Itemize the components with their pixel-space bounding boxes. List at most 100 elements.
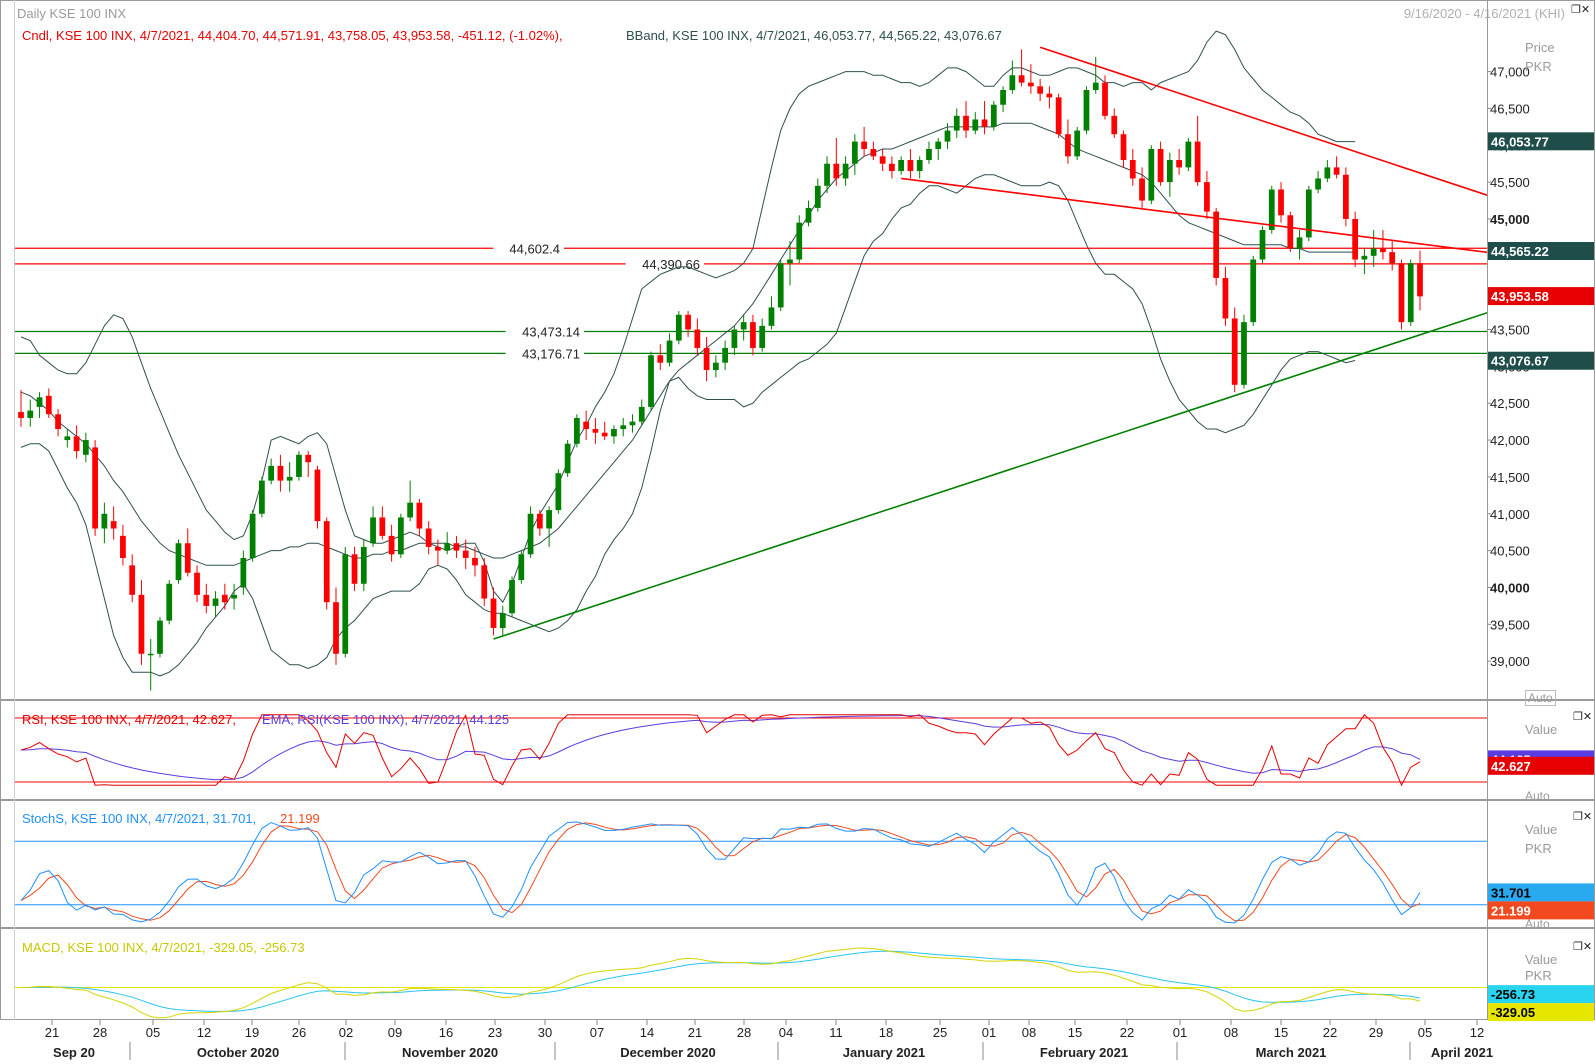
candle-up: [990, 104, 997, 127]
stoch-badge-label: 31.701: [1491, 885, 1531, 900]
candle-up: [768, 307, 775, 326]
candle-down: [1028, 82, 1034, 87]
candle-down: [453, 543, 460, 551]
candle-up: [1250, 259, 1257, 323]
price-axis-title: Price: [1525, 40, 1555, 55]
candle-down: [536, 513, 543, 529]
price-tick-label: 39,500: [1490, 617, 1530, 632]
candle-down: [1287, 215, 1294, 249]
restore-icon[interactable]: ❐: [1571, 4, 1581, 16]
price-tick-label: 40,500: [1490, 544, 1530, 559]
x-tick-label: 01: [1173, 1025, 1187, 1040]
candle-down: [472, 557, 478, 566]
close-icon[interactable]: ✕: [1582, 711, 1593, 723]
x-tick-label: 22: [1323, 1025, 1337, 1040]
restore-icon[interactable]: ❐: [1573, 711, 1583, 723]
candle-down: [1278, 189, 1284, 216]
month-label: January 2021: [843, 1045, 925, 1060]
candle-up: [518, 554, 525, 581]
price-tick-label: 45,500: [1490, 175, 1530, 190]
rsi-auto-button[interactable]: Auto: [1525, 789, 1550, 803]
x-tick-label: 05: [146, 1025, 160, 1040]
candle-up: [842, 163, 849, 179]
price-tick-label: 45,000: [1490, 212, 1530, 227]
x-tick-label: 12: [1470, 1025, 1484, 1040]
candle-up: [1315, 178, 1321, 190]
candle-down: [1417, 263, 1423, 297]
candle-up: [1324, 167, 1331, 179]
candle-up: [722, 347, 729, 363]
x-tick-label: 04: [779, 1025, 793, 1040]
candle-up: [27, 410, 34, 418]
bband-legend: BBand, KSE 100 INX, 4/7/2021, 46,053.77,…: [626, 28, 1002, 43]
price-tick-label: 39,000: [1490, 654, 1530, 669]
x-tick-label: 09: [388, 1025, 402, 1040]
candle-up: [157, 620, 163, 654]
candle-up: [509, 580, 515, 614]
stoch-auto-button[interactable]: Auto: [1525, 917, 1550, 931]
candle-up: [397, 517, 404, 555]
x-tick-label: 15: [1068, 1025, 1082, 1040]
x-tick-label: 23: [488, 1025, 502, 1040]
candle-up: [1361, 255, 1368, 260]
candle-down: [314, 469, 321, 522]
chart-title: Daily KSE 100 INX: [17, 6, 127, 21]
candle-up: [648, 355, 654, 407]
candle-up: [249, 513, 256, 558]
x-tick-label: 22: [1120, 1025, 1134, 1040]
macd-panel-controls[interactable]: ❐✕: [1573, 940, 1592, 953]
x-tick-label: 30: [538, 1025, 552, 1040]
price-badge-label: 46,053.77: [1491, 134, 1549, 149]
candle-up: [1092, 82, 1099, 91]
candle-up: [944, 130, 951, 142]
candle-up: [407, 502, 413, 518]
x-tick-label: 11: [829, 1025, 843, 1040]
candle-down: [1333, 167, 1340, 175]
rsi-legend: RSI, KSE 100 INX, 4/7/2021, 42.627,: [22, 712, 236, 727]
candle-down: [120, 535, 126, 558]
candle-up: [620, 425, 627, 430]
x-tick-label: 28: [737, 1025, 751, 1040]
stoch-panel-controls[interactable]: ❐✕: [1573, 810, 1592, 823]
restore-icon[interactable]: ❐: [1573, 811, 1583, 823]
candle-up: [611, 429, 617, 437]
candle-down: [333, 602, 339, 654]
candle-down: [138, 594, 145, 654]
window-controls[interactable]: ❐✕: [1571, 3, 1590, 16]
stoch-d-legend: 21.199: [280, 811, 320, 826]
candle-down: [184, 543, 191, 573]
x-tick-label: 29: [1369, 1025, 1383, 1040]
candle-up: [259, 480, 265, 514]
candle-down: [1157, 148, 1164, 183]
price-tick-label: 41,500: [1490, 470, 1530, 485]
candle-up: [342, 554, 349, 654]
candle-up: [1296, 237, 1303, 249]
macd-signal-line: [21, 950, 1421, 1012]
macd-axis-unit: PKR: [1525, 968, 1552, 983]
x-tick-label: 12: [197, 1025, 211, 1040]
candle-up: [1407, 263, 1414, 323]
restore-icon[interactable]: ❐: [1573, 941, 1583, 953]
close-icon[interactable]: ✕: [1580, 4, 1591, 16]
candle-down: [1222, 277, 1229, 319]
candle-down: [1055, 97, 1062, 135]
candle-up: [1259, 230, 1266, 260]
candle-down: [1213, 211, 1220, 278]
candle-down: [1102, 82, 1108, 116]
level-label-bg: [505, 344, 584, 362]
stoch-legend: StochS, KSE 100 INX, 4/7/2021, 31.701,: [22, 811, 257, 826]
candle-down: [657, 355, 664, 363]
rsi-panel-controls[interactable]: ❐✕: [1573, 710, 1592, 723]
candle-down: [18, 412, 24, 418]
candle-up: [444, 543, 451, 551]
close-icon[interactable]: ✕: [1582, 941, 1593, 953]
macd-badge-label: -256.73: [1491, 987, 1535, 1002]
macd-line: [20, 947, 1421, 1019]
macd-legend: MACD, KSE 100 INX, 4/7/2021, -329.05, -2…: [22, 940, 305, 955]
main-auto-button[interactable]: Auto: [1525, 690, 1556, 706]
panel-frame: [0, 0, 1595, 700]
macd-axis-title: Value: [1525, 952, 1558, 967]
close-icon[interactable]: ✕: [1582, 811, 1593, 823]
candle-down: [45, 395, 52, 415]
